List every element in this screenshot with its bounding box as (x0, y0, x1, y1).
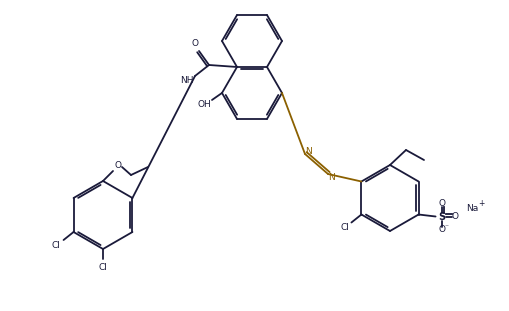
Text: O: O (191, 39, 199, 49)
Text: NH: NH (180, 77, 194, 86)
Text: N: N (329, 173, 335, 182)
Text: ⁻: ⁻ (444, 222, 448, 231)
Text: +: + (478, 199, 485, 208)
Text: N: N (305, 146, 313, 156)
Text: O: O (438, 225, 445, 234)
Text: Cl: Cl (99, 262, 107, 272)
Text: O: O (451, 212, 458, 221)
Text: OH: OH (197, 100, 211, 109)
Text: Cl: Cl (341, 223, 350, 232)
Text: S: S (438, 211, 445, 221)
Text: Na: Na (466, 204, 478, 213)
Text: Cl: Cl (51, 242, 60, 250)
Text: O: O (115, 160, 122, 169)
Text: O: O (438, 199, 445, 208)
